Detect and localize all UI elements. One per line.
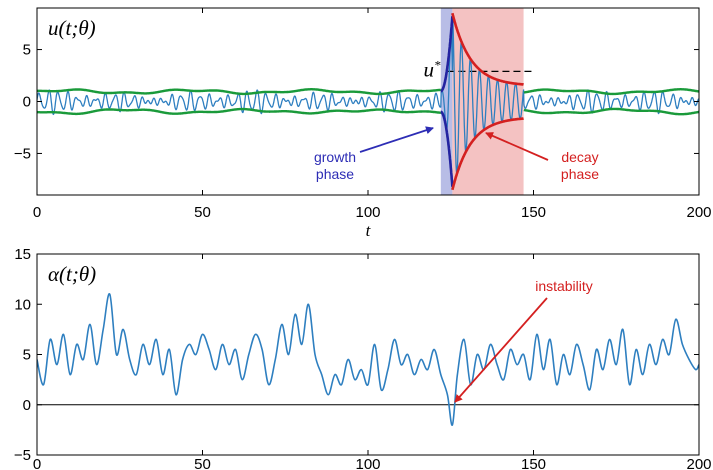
bottom-y-tick-label: 10 [14, 296, 31, 313]
bottom-x-tick-label: 200 [686, 456, 711, 470]
bottom-y-tick-label: −5 [14, 447, 31, 464]
alpha-series-line [37, 293, 699, 426]
bottom-y-tick-label: 5 [23, 347, 31, 364]
upper-envelope-right [523, 88, 699, 96]
bottom-y-tick-label: 0 [23, 397, 31, 414]
decay-phase-annotation: decay phase [485, 132, 599, 182]
instability-label: instability [535, 278, 593, 294]
threshold-label: u* [423, 57, 441, 81]
bottom-x-tick-label: 0 [33, 456, 41, 470]
threshold-line-group: u* [423, 57, 534, 81]
top-x-tick-label: 100 [355, 204, 380, 221]
top-x-tick-label: 150 [521, 204, 546, 221]
bottom-axes-frame [36, 253, 700, 456]
upper-envelope-left [37, 88, 441, 96]
bottom-series-group [37, 293, 699, 426]
lower-envelope-right [523, 107, 699, 116]
decay-phase-label-line-1: decay [561, 149, 598, 165]
decay-phase-label-line-2: phase [561, 166, 599, 182]
growth-phase-annotation: growth phase [314, 126, 434, 182]
bottom-panel-title: α(t;θ) [48, 262, 96, 286]
u-signal-line [37, 17, 699, 175]
top-x-tick-label: 50 [194, 204, 211, 221]
growth-envelope-upper [440, 16, 454, 93]
instability-annotation: instability [454, 278, 593, 403]
growth-phase-label-line-1: growth [314, 149, 356, 165]
top-series-group [37, 12, 699, 191]
top-panel-title: u(t;θ) [48, 16, 96, 40]
growth-phase-arrow [359, 126, 434, 153]
growth-envelope-lower [440, 110, 454, 187]
top-y-tick-label: 5 [23, 42, 31, 59]
bottom-x-tick-label: 50 [194, 456, 211, 470]
decay-envelope-lower [451, 117, 524, 191]
growth-phase-label-line-2: phase [316, 166, 354, 182]
top-x-tick-label: 0 [33, 204, 41, 221]
bottom-x-tick-label: 100 [355, 456, 380, 470]
growth-phase-region [440, 8, 453, 195]
decay-phase-arrow [485, 132, 549, 161]
top-x-axis-label: t [366, 221, 372, 240]
top-x-tick-label: 200 [686, 204, 711, 221]
bottom-y-tick-label: 15 [14, 246, 31, 263]
top-y-tick-label: −5 [14, 145, 31, 162]
instability-arrow [454, 297, 548, 403]
lower-envelope-left [37, 107, 441, 116]
decay-envelope-upper [451, 12, 524, 86]
bottom-x-tick-label: 150 [521, 456, 546, 470]
top-y-tick-label: 0 [23, 94, 31, 111]
